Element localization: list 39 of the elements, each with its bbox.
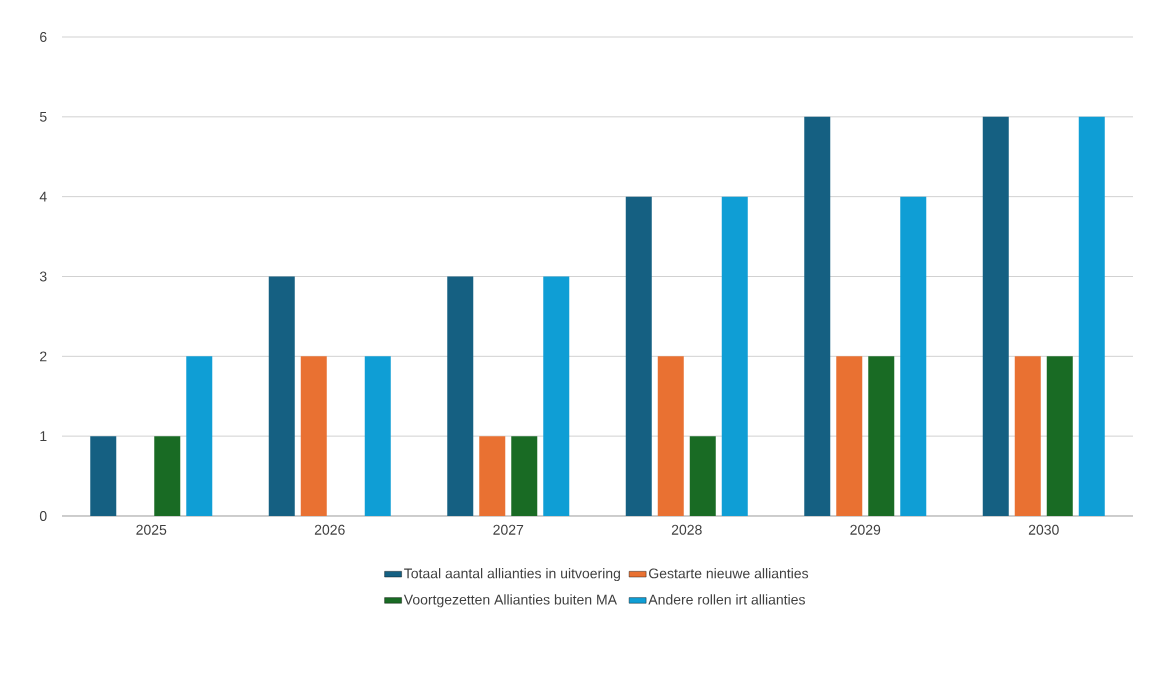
y-tick-label: 4 <box>39 191 47 202</box>
y-tick-label: 5 <box>39 111 47 122</box>
bar <box>657 356 684 516</box>
y-tick-label: 6 <box>40 32 47 42</box>
bar <box>543 276 570 516</box>
x-tick-label: 2030 <box>1028 524 1059 535</box>
bar <box>154 436 181 516</box>
bar <box>900 196 927 516</box>
legend-label: Totaal aantal allianties in uitvoering <box>404 568 620 582</box>
bar <box>1078 116 1105 516</box>
legend-label: Gestarte nieuwe allianties <box>649 568 809 579</box>
bar <box>868 356 895 516</box>
x-tick-label: 2028 <box>671 524 702 535</box>
bar <box>479 436 506 516</box>
bar <box>625 196 652 516</box>
bar <box>511 436 538 516</box>
bar <box>90 436 117 516</box>
y-tick-label: 3 <box>39 271 47 282</box>
bar <box>721 196 748 516</box>
x-tick-label: 2025 <box>136 524 167 535</box>
bar <box>1046 356 1073 516</box>
bar <box>982 116 1009 516</box>
bar <box>689 436 716 516</box>
x-tick-label: 2029 <box>850 524 881 535</box>
legend-label: Andere rollen irt allianties <box>648 594 805 605</box>
y-tick-label: 1 <box>40 431 47 441</box>
bar <box>1014 356 1041 516</box>
bar <box>804 116 831 516</box>
bar <box>268 276 295 516</box>
x-tick-label: 2026 <box>314 524 345 535</box>
bar <box>447 276 474 516</box>
bar <box>300 356 327 516</box>
y-tick-label: 2 <box>40 351 47 362</box>
bar <box>836 356 863 516</box>
bar <box>364 356 391 516</box>
bar <box>186 356 213 516</box>
x-tick-label: 2027 <box>493 524 524 535</box>
y-tick-label: 0 <box>39 511 47 521</box>
legend-label: Voortgezetten Allianties buiten MA <box>403 594 617 608</box>
